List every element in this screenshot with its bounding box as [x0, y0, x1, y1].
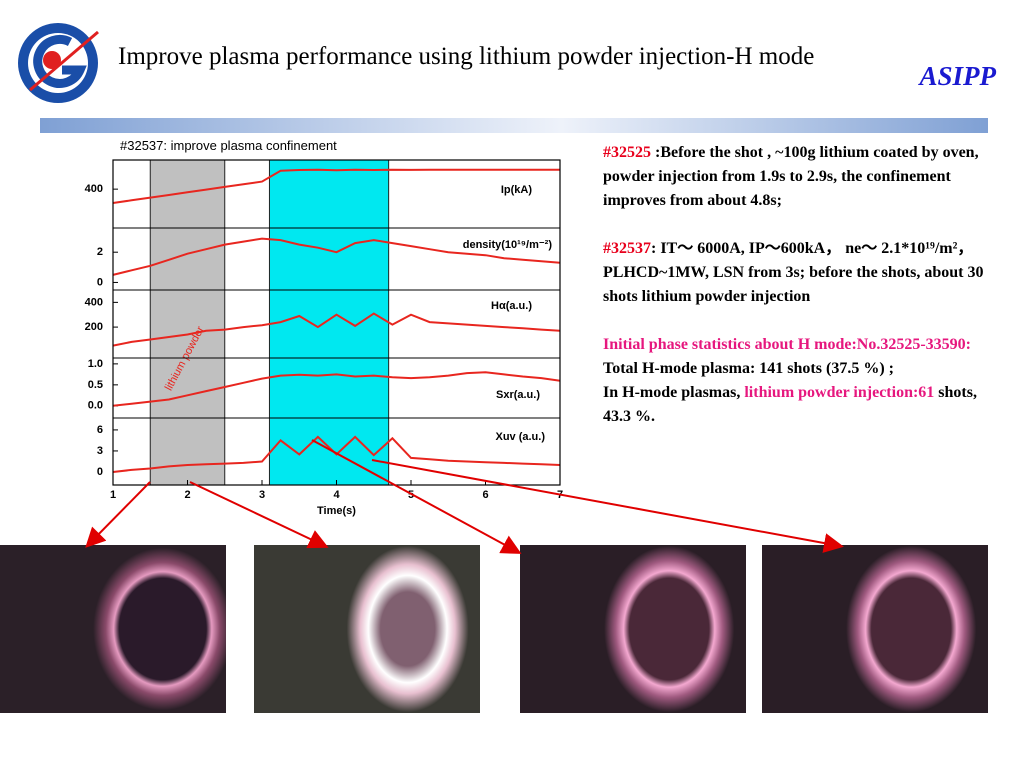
logo	[18, 23, 99, 103]
y-tick-label: 6	[97, 424, 103, 436]
chart-title: #32537: improve plasma confinement	[120, 138, 337, 153]
note-text: Total H-mode plasma: 141 shots (37.5 %) …	[603, 360, 894, 377]
y-tick-label: 1.0	[88, 358, 103, 370]
plasma-photo	[254, 545, 480, 713]
panel-label: Ip(kA)	[501, 184, 533, 196]
x-tick-label: 3	[259, 489, 265, 501]
note-paragraph: Total H-mode plasma: 141 shots (37.5 %) …	[603, 357, 988, 381]
signal-line	[112, 312, 561, 347]
note-paragraph: Initial phase statistics about H mode:No…	[603, 333, 988, 357]
plasma-photo	[520, 545, 746, 713]
x-axis-label: Time(s)	[317, 505, 356, 517]
plasma-photo	[0, 545, 226, 713]
arrow	[85, 481, 151, 548]
note-text: shots, 43.3 %.	[603, 384, 977, 425]
signal-line	[112, 168, 560, 204]
slide-title: Improve plasma performance using lithium…	[118, 43, 814, 70]
arrow	[371, 459, 844, 553]
note-paragraph: #32537: IT～ 6000A, IP～600kA， ne～ 2.1*10¹…	[603, 237, 988, 309]
panel-label: Sxr(a.u.)	[496, 389, 540, 401]
header-bar	[40, 118, 988, 133]
signal-line	[112, 371, 561, 407]
y-tick-label: 400	[85, 296, 103, 308]
note-paragraph: #32525 :Before the shot , ~100g lithium …	[603, 141, 988, 213]
y-tick-label: 2	[97, 246, 103, 258]
x-tick-label: 6	[482, 489, 488, 501]
shaded-region	[268, 159, 390, 486]
notes: #32525 :Before the shot , ~100g lithium …	[603, 141, 988, 429]
y-tick-label: 400	[85, 183, 103, 195]
y-tick-label: 0	[97, 276, 103, 288]
panel-label: density(10¹⁹/m⁻²)	[463, 239, 553, 251]
arrow	[189, 481, 329, 549]
shaded-region	[149, 159, 226, 486]
note-text: : IT～ 6000A, IP～600kA， ne～ 2.1*10¹⁹/m²， …	[603, 240, 984, 305]
arrow	[311, 439, 522, 554]
plasma-photo	[762, 545, 988, 713]
x-tick-label: 1	[110, 489, 116, 501]
note-paragraph: In H-mode plasmas, lithium powder inject…	[603, 381, 988, 429]
y-tick-label: 200	[85, 321, 103, 333]
panel-label: Xuv (a.u.)	[495, 431, 545, 443]
note-text: #32537	[603, 240, 651, 257]
panel-label: Hα(a.u.)	[491, 300, 532, 312]
note-text: :Before the shot , ~100g lithium coated …	[603, 144, 979, 209]
brand: ASIPP	[917, 61, 996, 91]
y-tick-label: 0.0	[88, 400, 103, 412]
y-tick-label: 0.5	[88, 379, 103, 391]
y-tick-label: 3	[97, 445, 103, 457]
note-text: lithium powder injection:61	[744, 384, 935, 401]
note-text: In H-mode plasmas,	[603, 384, 745, 401]
y-tick-label: 0	[97, 466, 103, 478]
arrows	[85, 439, 844, 554]
signal-line	[112, 237, 561, 276]
note-text: Initial phase statistics about H mode:No…	[603, 336, 972, 353]
x-tick-label: 2	[184, 489, 190, 501]
note-text: #32525	[603, 144, 651, 161]
x-tick-label: 4	[333, 489, 340, 501]
